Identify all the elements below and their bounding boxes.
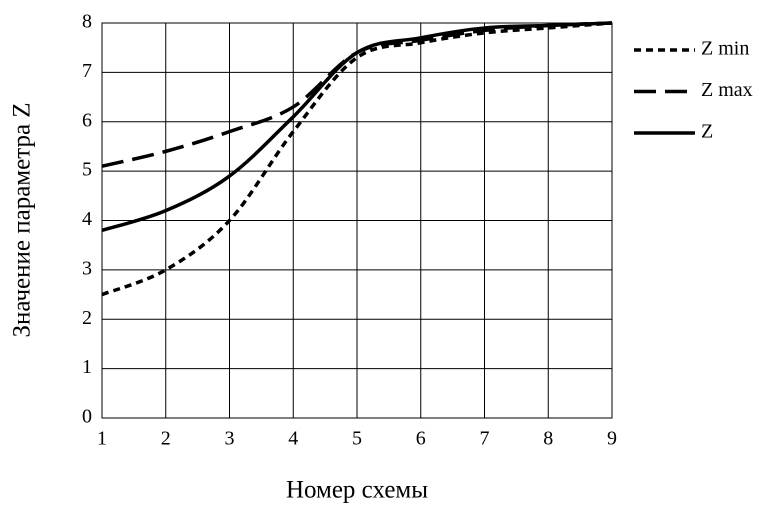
x-tick-label: 5 (352, 428, 362, 450)
x-tick-label: 1 (97, 428, 107, 450)
plot-border (101, 22, 613, 419)
x-tick-label: 8 (543, 428, 553, 450)
y-tick-label: 4 (82, 208, 92, 230)
y-tick-label: 3 (82, 257, 92, 279)
y-axis-label: Значение параметра Z (9, 102, 36, 337)
series-line (101, 21, 613, 233)
x-axis-label: Номер схемы (286, 477, 428, 504)
x-tick-label: 9 (607, 428, 617, 450)
y-tick-label: 0 (82, 406, 92, 428)
y-tick-label: 6 (82, 109, 92, 131)
legend-label: Z max (701, 79, 753, 101)
legend-label: Z min (701, 38, 749, 60)
series-line (101, 21, 613, 297)
x-tick-label: 4 (288, 428, 298, 450)
y-tick-label: 8 (82, 11, 92, 33)
y-tick-label: 5 (82, 159, 92, 181)
y-tick-label: 7 (82, 60, 92, 82)
x-tick-label: 3 (225, 428, 235, 450)
legend-label: Z (701, 121, 713, 143)
y-tick-label: 2 (82, 307, 92, 329)
x-tick-label: 2 (161, 428, 171, 450)
x-tick-label: 7 (480, 428, 490, 450)
x-tick-label: 6 (416, 428, 426, 450)
y-tick-label: 1 (82, 356, 92, 378)
